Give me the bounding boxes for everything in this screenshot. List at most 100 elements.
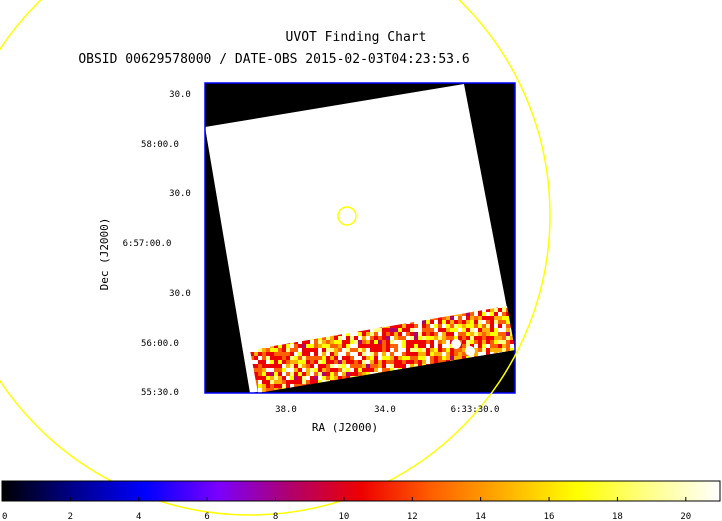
noise-pixel — [478, 348, 482, 352]
noise-pixel — [446, 348, 450, 352]
noise-pixel — [262, 356, 266, 360]
noise-pixel — [442, 316, 446, 320]
noise-pixel — [266, 372, 270, 376]
noise-pixel — [330, 348, 334, 352]
noise-pixel — [406, 352, 410, 356]
noise-pixel — [294, 352, 298, 356]
noise-pixel — [294, 356, 298, 360]
y-tick-label: 30.0 — [169, 289, 191, 299]
noise-pixel — [354, 368, 358, 372]
noise-pixel — [454, 348, 458, 352]
noise-pixel — [370, 344, 374, 348]
noise-pixel — [470, 324, 474, 328]
noise-pixel — [410, 336, 414, 340]
noise-pixel — [306, 360, 310, 364]
noise-pixel — [462, 356, 466, 360]
noise-pixel — [290, 372, 294, 376]
noise-pixel — [418, 360, 422, 364]
noise-pixel — [366, 348, 370, 352]
noise-pixel — [366, 344, 370, 348]
noise-pixel — [486, 308, 490, 312]
noise-pixel — [402, 344, 406, 348]
noise-pixel — [342, 348, 346, 352]
chart-title: UVOT Finding Chart — [286, 30, 427, 45]
noise-pixel — [442, 328, 446, 332]
noise-pixel — [486, 332, 490, 336]
noise-pixel — [290, 360, 294, 364]
noise-pixel — [486, 312, 490, 316]
noise-pixel — [274, 380, 278, 384]
noise-pixel — [358, 368, 362, 372]
noise-pixel — [382, 356, 386, 360]
noise-pixel — [294, 368, 298, 372]
noise-pixel — [422, 340, 426, 344]
colorbar-tick-label: 4 — [136, 512, 141, 521]
noise-pixel — [490, 308, 494, 312]
noise-pixel — [350, 352, 354, 356]
noise-pixel — [338, 352, 342, 356]
noise-pixel — [398, 336, 402, 340]
noise-pixel — [254, 372, 258, 376]
noise-pixel — [470, 344, 474, 348]
noise-pixel — [258, 360, 262, 364]
noise-pixel — [414, 340, 418, 344]
noise-pixel — [442, 352, 446, 356]
noise-pixel — [390, 364, 394, 368]
noise-pixel — [462, 312, 466, 316]
noise-pixel — [482, 336, 486, 340]
noise-pixel — [482, 328, 486, 332]
noise-pixel — [338, 340, 342, 344]
noise-pixel — [494, 308, 498, 312]
noise-pixel — [370, 360, 374, 364]
noise-pixel — [258, 376, 262, 380]
noise-pixel — [506, 312, 510, 316]
noise-pixel — [266, 368, 270, 372]
noise-pixel — [446, 356, 450, 360]
noise-pixel — [354, 360, 358, 364]
noise-pixel — [494, 328, 498, 332]
noise-pixel — [310, 372, 314, 376]
noise-pixel — [294, 360, 298, 364]
noise-pixel — [302, 356, 306, 360]
noise-pixel — [482, 352, 486, 356]
noise-pixel — [270, 388, 274, 392]
noise-pixel — [422, 348, 426, 352]
noise-pixel — [470, 332, 474, 336]
noise-pixel — [306, 380, 310, 384]
noise-pixel — [322, 348, 326, 352]
noise-pixel — [318, 364, 322, 368]
noise-pixel — [298, 344, 302, 348]
noise-pixel — [414, 348, 418, 352]
noise-pixel — [378, 344, 382, 348]
noise-pixel — [314, 348, 318, 352]
noise-pixel — [294, 384, 298, 388]
noise-pixel — [462, 324, 466, 328]
noise-pixel — [290, 380, 294, 384]
noise-pixel — [386, 336, 390, 340]
colorbar-tick-label: 18 — [612, 512, 623, 521]
noise-pixel — [478, 332, 482, 336]
noise-pixel — [454, 356, 458, 360]
noise-pixel — [266, 380, 270, 384]
noise-pixel — [346, 336, 350, 340]
noise-pixel — [262, 364, 266, 368]
noise-pixel — [350, 368, 354, 372]
noise-pixel — [474, 340, 478, 344]
noise-pixel — [478, 352, 482, 356]
noise-pixel — [378, 340, 382, 344]
noise-pixel — [450, 352, 454, 356]
noise-pixel — [466, 328, 470, 332]
noise-pixel — [342, 376, 346, 380]
noise-pixel — [266, 352, 270, 356]
y-tick-label: 58:00.0 — [141, 140, 179, 150]
noise-pixel — [402, 360, 406, 364]
noise-pixel — [326, 368, 330, 372]
noise-pixel — [254, 352, 258, 356]
noise-pixel — [326, 356, 330, 360]
plot-frame — [204, 82, 516, 394]
y-axis-label: Dec (J2000) — [98, 218, 111, 291]
noise-pixel — [330, 344, 334, 348]
noise-pixel — [274, 352, 278, 356]
colorbar-tick-label: 16 — [544, 512, 555, 521]
noise-pixel — [462, 344, 466, 348]
